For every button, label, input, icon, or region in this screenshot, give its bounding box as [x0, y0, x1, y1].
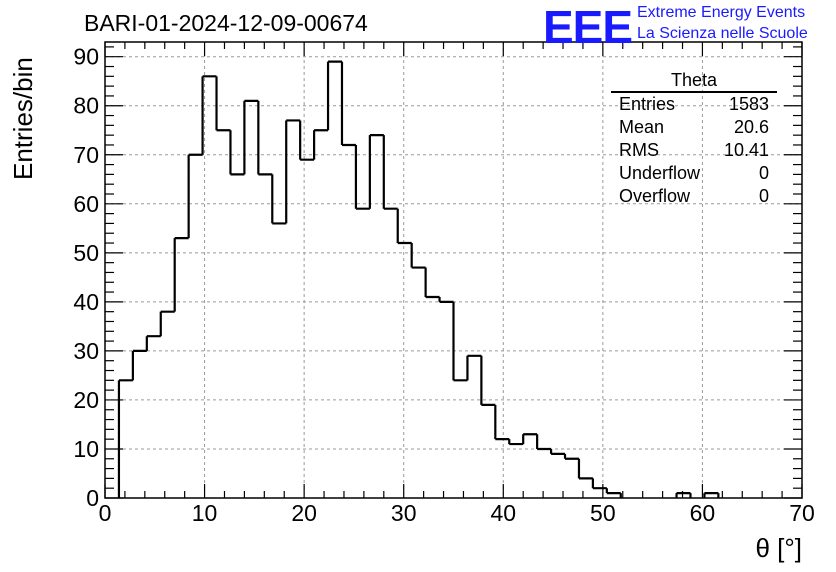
stats-title: Theta	[611, 70, 777, 93]
x-axis-label: θ [°]	[755, 533, 802, 563]
histogram-bin	[398, 243, 412, 498]
histogram-bin	[217, 130, 231, 498]
y-tick-label: 10	[73, 436, 99, 462]
histogram-bin	[175, 238, 189, 498]
histogram-bin	[467, 356, 481, 498]
y-axis-label: Entries/bin	[8, 57, 38, 180]
chart-title: BARI-01-2024-12-09-00674	[84, 10, 368, 36]
x-tick-label: 50	[590, 500, 616, 526]
x-tick-label: 30	[391, 500, 417, 526]
histogram-bin	[189, 155, 203, 498]
histogram-bin	[258, 174, 272, 498]
stats-label: Mean	[619, 117, 665, 137]
histogram-bin	[495, 439, 509, 498]
stats-row-overflow: Overflow 0	[611, 185, 777, 208]
histogram-bin	[509, 444, 523, 498]
stats-row-mean: Mean 20.6	[611, 116, 777, 139]
x-tick-label: 20	[291, 500, 317, 526]
histogram-bin	[523, 434, 537, 498]
stats-value: 0	[758, 186, 769, 206]
histogram-bin	[579, 478, 593, 498]
histogram-bin	[342, 145, 356, 498]
histogram-bin	[161, 312, 175, 498]
histogram-bin	[244, 101, 258, 498]
histogram-bin	[328, 62, 342, 498]
histogram-bin	[593, 488, 607, 498]
histogram-outline	[117, 60, 720, 498]
histogram-bin	[272, 223, 286, 498]
histogram-bin	[537, 449, 551, 498]
stats-label: Underflow	[619, 163, 701, 183]
histogram-bin	[481, 405, 495, 498]
stats-row-entries: Entries 1583	[611, 93, 777, 116]
x-tick-label: 0	[99, 500, 112, 526]
y-tick-label: 70	[73, 142, 99, 168]
histogram-bin	[565, 459, 579, 498]
stats-label: Overflow	[619, 186, 691, 206]
y-tick-label: 50	[73, 240, 99, 266]
y-tick-label: 30	[73, 338, 99, 364]
y-tick-label: 90	[73, 44, 99, 70]
stats-row-rms: RMS 10.41	[611, 139, 777, 162]
histogram-bin	[384, 209, 398, 498]
y-tick-label: 40	[73, 289, 99, 315]
histogram-bin	[426, 297, 440, 498]
stats-value: 1583	[728, 94, 769, 114]
y-tick-label: 0	[86, 485, 99, 511]
y-tick-label: 60	[73, 191, 99, 217]
histogram-bin	[300, 160, 314, 498]
histogram-bin	[286, 120, 300, 498]
x-tick-label: 60	[690, 500, 716, 526]
histogram-bin	[119, 380, 133, 498]
y-tick-label: 20	[73, 387, 99, 413]
histogram-bin	[147, 336, 161, 498]
histogram-bin	[314, 130, 328, 498]
histogram-bin	[356, 209, 370, 498]
plot-frame	[104, 41, 803, 499]
stats-label: RMS	[619, 140, 659, 160]
y-tick-label: 80	[73, 93, 99, 119]
stats-row-underflow: Underflow 0	[611, 162, 777, 185]
stats-value: 10.41	[723, 140, 769, 160]
logo-subtitle-line1: Extreme Energy Events	[637, 4, 806, 21]
x-tick-label: 40	[490, 500, 516, 526]
histogram-bin	[370, 135, 384, 498]
stats-value: 20.6	[733, 117, 769, 137]
logo-subtitle-line2: La Scienza nelle Scuole	[637, 25, 808, 42]
stats-label: Entries	[619, 94, 676, 114]
x-tick-label: 70	[789, 500, 815, 526]
eee-logo: EEE	[543, 1, 633, 53]
histogram-bin	[133, 351, 147, 498]
stats-box: Theta Entries 1583 Mean 20.6 RMS 10.41 U…	[611, 70, 777, 208]
x-tick-label: 10	[192, 500, 218, 526]
histogram-bin	[454, 380, 468, 498]
stats-value: 0	[758, 163, 769, 183]
